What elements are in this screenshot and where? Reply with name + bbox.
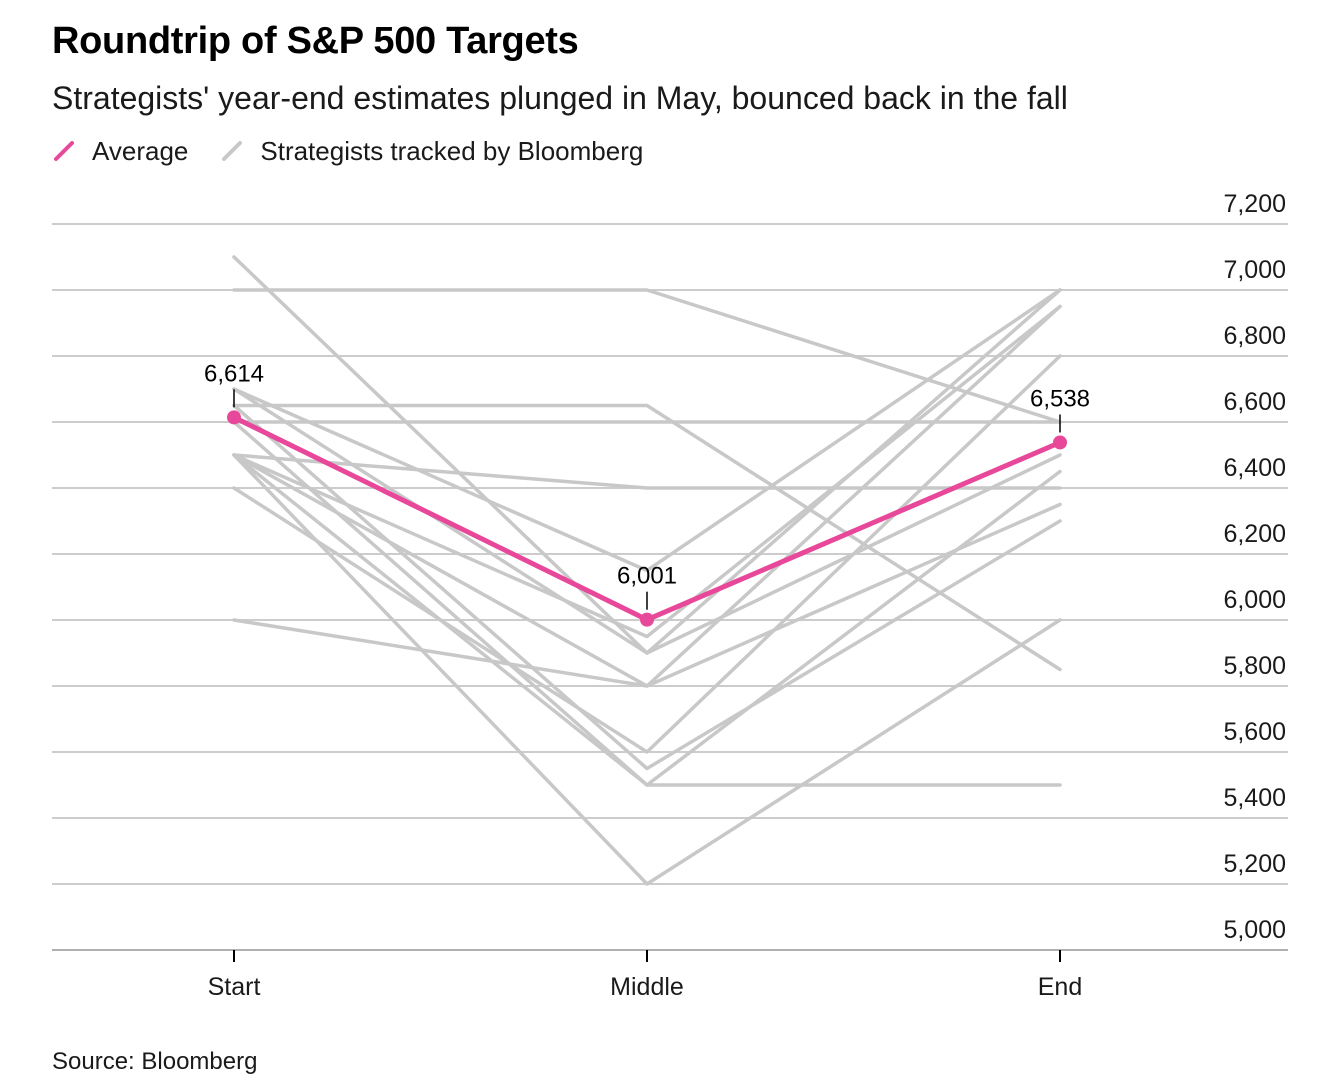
chart-subtitle: Strategists' year-end estimates plunged … [52, 80, 1068, 116]
average-data-label: 6,001 [617, 563, 677, 590]
average-point [1053, 435, 1067, 450]
y-tick-label: 6,400 [1223, 454, 1286, 482]
strategist-line [232, 304, 1062, 639]
source-note: Source: Bloomberg [52, 1048, 258, 1075]
y-tick-label: 5,200 [1223, 850, 1286, 878]
y-tick-label: 7,200 [1223, 190, 1286, 218]
y-tick-label: 6,200 [1223, 520, 1286, 548]
strategist-line [232, 420, 1062, 787]
x-tick-label: Start [208, 973, 261, 1001]
y-tick-label: 5,800 [1223, 652, 1286, 680]
average-data-label: 6,538 [1030, 385, 1090, 412]
average-point [640, 612, 654, 627]
strategist-line [232, 403, 1062, 672]
legend-item-strategists: Strategists tracked by Bloomberg [220, 136, 643, 167]
y-tick-label: 5,000 [1223, 916, 1286, 944]
strategist-line [232, 387, 1062, 655]
y-tick-label: 5,400 [1223, 784, 1286, 812]
average-data-label: 6,614 [204, 360, 264, 387]
strategist-line [232, 502, 1062, 688]
average-point [227, 410, 241, 425]
strategist-line [232, 354, 1062, 754]
strategist-line [232, 453, 1062, 886]
y-tick-label: 5,600 [1223, 718, 1286, 746]
legend-label-strategists: Strategists tracked by Bloomberg [260, 135, 644, 166]
strategist-line [232, 403, 1062, 771]
x-tick-label: End [1038, 973, 1082, 1001]
chart-legend: Average Strategists tracked by Bloomberg [52, 134, 675, 168]
y-tick-label: 7,000 [1223, 256, 1286, 284]
strategist-line [232, 288, 1062, 424]
strategist-line [232, 288, 1062, 573]
legend-swatch-strategists [222, 141, 243, 161]
legend-swatch-average [54, 141, 74, 161]
y-tick-label: 6,600 [1223, 388, 1286, 416]
y-tick-label: 6,000 [1223, 586, 1286, 614]
x-tick-label: Middle [610, 973, 684, 1001]
strategist-line [232, 453, 1062, 490]
legend-label-average: Average [92, 135, 189, 166]
y-tick-label: 6,800 [1223, 322, 1286, 350]
chart-title: Roundtrip of S&P 500 Targets [52, 20, 579, 62]
legend-item-average: Average [52, 136, 188, 167]
